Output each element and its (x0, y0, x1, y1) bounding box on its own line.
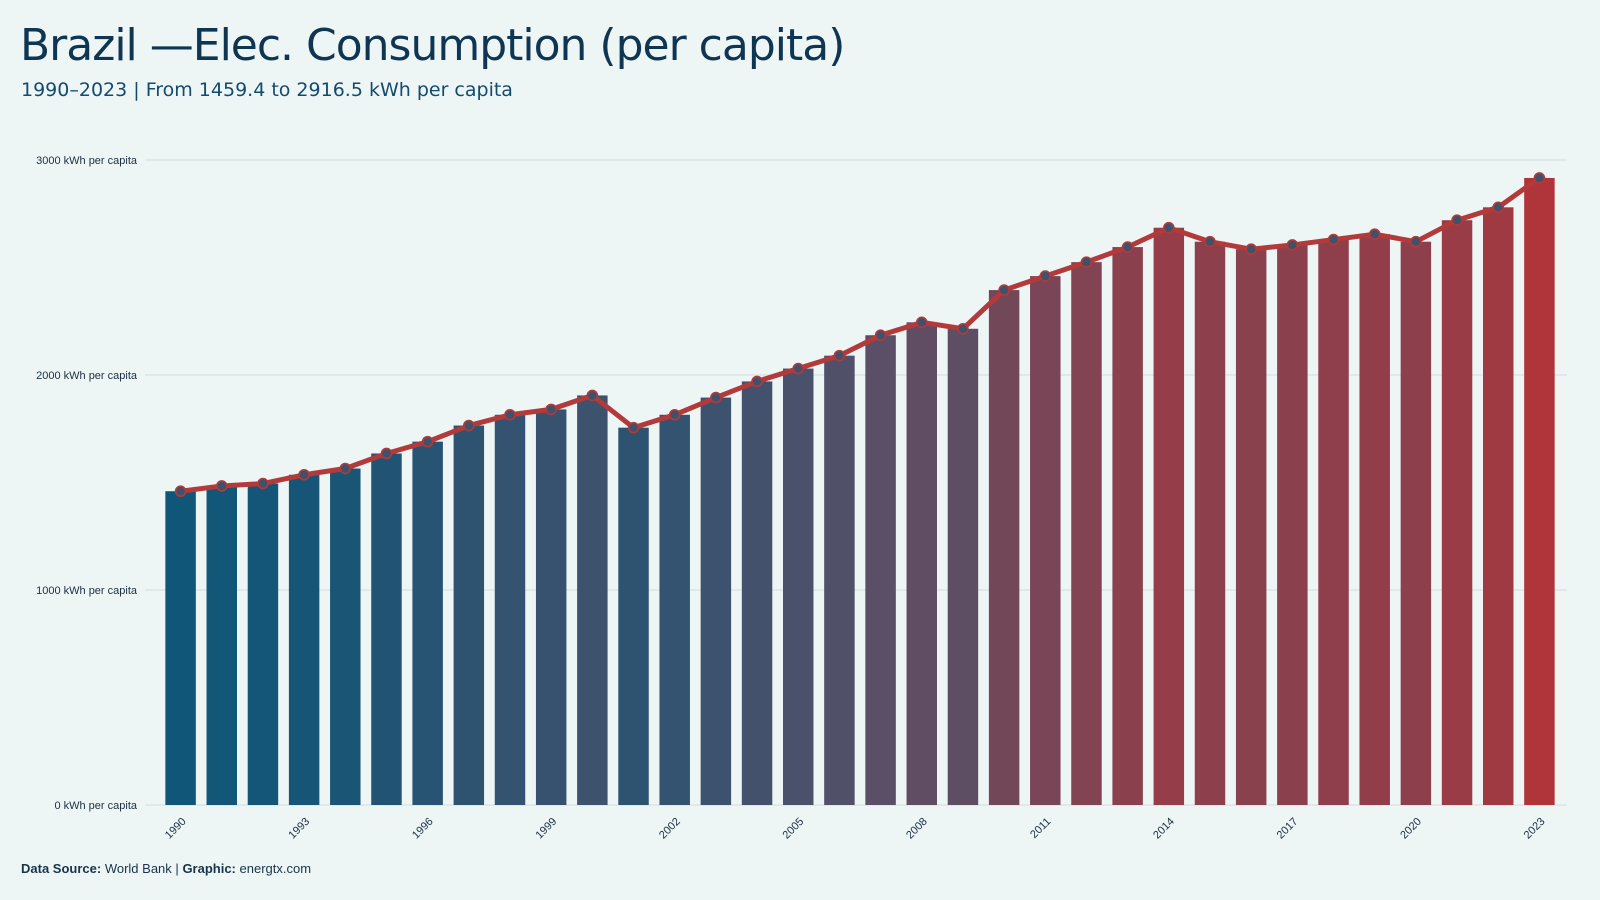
x-tick-label: 2011 (1028, 816, 1053, 841)
marker-1992 (257, 477, 269, 490)
marker-2017 (1286, 239, 1299, 251)
marker-2015 (1204, 235, 1216, 248)
bar-1992 (247, 483, 279, 805)
chart-subtitle: 1990–2023 | From 1459.4 to 2916.5 kWh pe… (21, 79, 513, 101)
bar-2023 (1524, 177, 1555, 805)
marker-2006 (833, 349, 846, 362)
x-tick-label: 2020 (1398, 816, 1424, 842)
marker-1997 (463, 419, 475, 432)
marker-2008 (915, 316, 928, 329)
bar-2018 (1318, 239, 1349, 806)
source-label: Data Source: (21, 861, 102, 876)
bar-2021 (1441, 220, 1473, 805)
marker-2002 (668, 408, 681, 421)
marker-2016 (1245, 243, 1257, 256)
marker-2005 (792, 362, 805, 375)
bar-2002 (659, 414, 690, 805)
bar-2022 (1483, 207, 1514, 806)
marker-1994 (339, 462, 352, 475)
footer-separator: | (175, 861, 179, 876)
trend-line-path (178, 175, 1542, 494)
marker-2003 (710, 391, 722, 404)
bar-1996 (412, 441, 443, 805)
bar-1994 (330, 468, 361, 805)
bar-2007 (865, 335, 896, 805)
marker-2009 (957, 322, 969, 335)
x-tick-label: 1990 (163, 816, 189, 842)
bar-1991 (206, 485, 237, 805)
bar-2012 (1071, 262, 1102, 805)
bar-2011 (1030, 276, 1061, 806)
bar-1990 (165, 491, 196, 805)
bar-2009 (947, 328, 979, 805)
bar-2017 (1277, 244, 1308, 806)
bar-2001 (618, 427, 649, 805)
bar-2013 (1112, 247, 1143, 805)
bar-1999 (535, 409, 567, 805)
marker-1996 (421, 435, 434, 448)
x-tick-label: 2008 (904, 816, 930, 842)
bar-2005 (783, 368, 814, 805)
bar-1998 (494, 414, 526, 805)
marker-2012 (1080, 256, 1093, 268)
trend-line (178, 175, 1542, 494)
marker-1991 (215, 480, 228, 492)
bar-2008 (906, 322, 937, 805)
marker-2021 (1451, 214, 1463, 226)
marker-2000 (586, 389, 599, 402)
marker-2023 (1533, 172, 1546, 184)
bar-2020 (1400, 241, 1432, 805)
x-tick-label: 2005 (781, 816, 807, 842)
marker-2004 (751, 375, 763, 388)
marker-2001 (627, 421, 640, 434)
marker-2019 (1368, 228, 1381, 240)
bar-1997 (453, 425, 485, 805)
x-tick-label: 2023 (1522, 816, 1548, 842)
markers (174, 172, 1546, 498)
x-tick-label: 2017 (1275, 816, 1301, 842)
x-tick-label: 1999 (533, 816, 559, 842)
x-tick-label: 1993 (286, 816, 312, 842)
chart-title: Brazil —Elec. Consumption (per capita) (20, 20, 845, 71)
x-tick-label: 2014 (1151, 816, 1177, 842)
y-axis-ticks: 0 kWh per capita 1000 kWh per capita 2000 … (36, 155, 138, 812)
marker-1998 (504, 408, 516, 421)
bar-2016 (1235, 249, 1267, 806)
marker-2011 (1039, 270, 1052, 282)
bars (165, 177, 1555, 806)
x-tick-label: 2002 (657, 816, 683, 842)
graphic-label: Graphic: (182, 861, 236, 876)
footer-credit: Data Source: World Bank | Graphic: energ… (21, 861, 311, 876)
bar-2004 (741, 381, 773, 805)
marker-2007 (874, 329, 887, 342)
bar-2014 (1153, 227, 1185, 806)
marker-1995 (380, 447, 393, 460)
bar-1993 (288, 474, 320, 805)
bar-2015 (1194, 241, 1226, 805)
x-tick-label: 1996 (410, 816, 436, 842)
y-tick-label: 1000 kWh per capita (36, 585, 138, 597)
bar-2010 (988, 290, 1020, 805)
bar-2006 (824, 355, 855, 805)
y-tick-label: 3000 kWh per capita (36, 155, 138, 167)
bar-2000 (577, 395, 608, 805)
source-value: World Bank (104, 861, 172, 876)
marker-1999 (545, 403, 557, 416)
graphic-value: energtx.com (239, 861, 312, 876)
marker-2013 (1121, 241, 1134, 253)
marker-2022 (1492, 201, 1505, 214)
marker-2018 (1327, 233, 1340, 246)
bar-2003 (700, 397, 732, 805)
marker-1993 (298, 468, 310, 481)
x-axis-ticks: 1990 1993 1996 1999 2002 2005 2008 2011 2014 2017… (163, 816, 1548, 842)
y-tick-label: 2000 kWh per capita (36, 370, 138, 382)
marker-2020 (1410, 235, 1422, 248)
bar-2019 (1359, 234, 1390, 806)
marker-1990 (174, 485, 187, 498)
marker-2014 (1163, 221, 1175, 234)
marker-2010 (998, 284, 1010, 296)
y-tick-label: 0 kWh per capita (54, 800, 137, 812)
bar-1995 (371, 453, 402, 805)
